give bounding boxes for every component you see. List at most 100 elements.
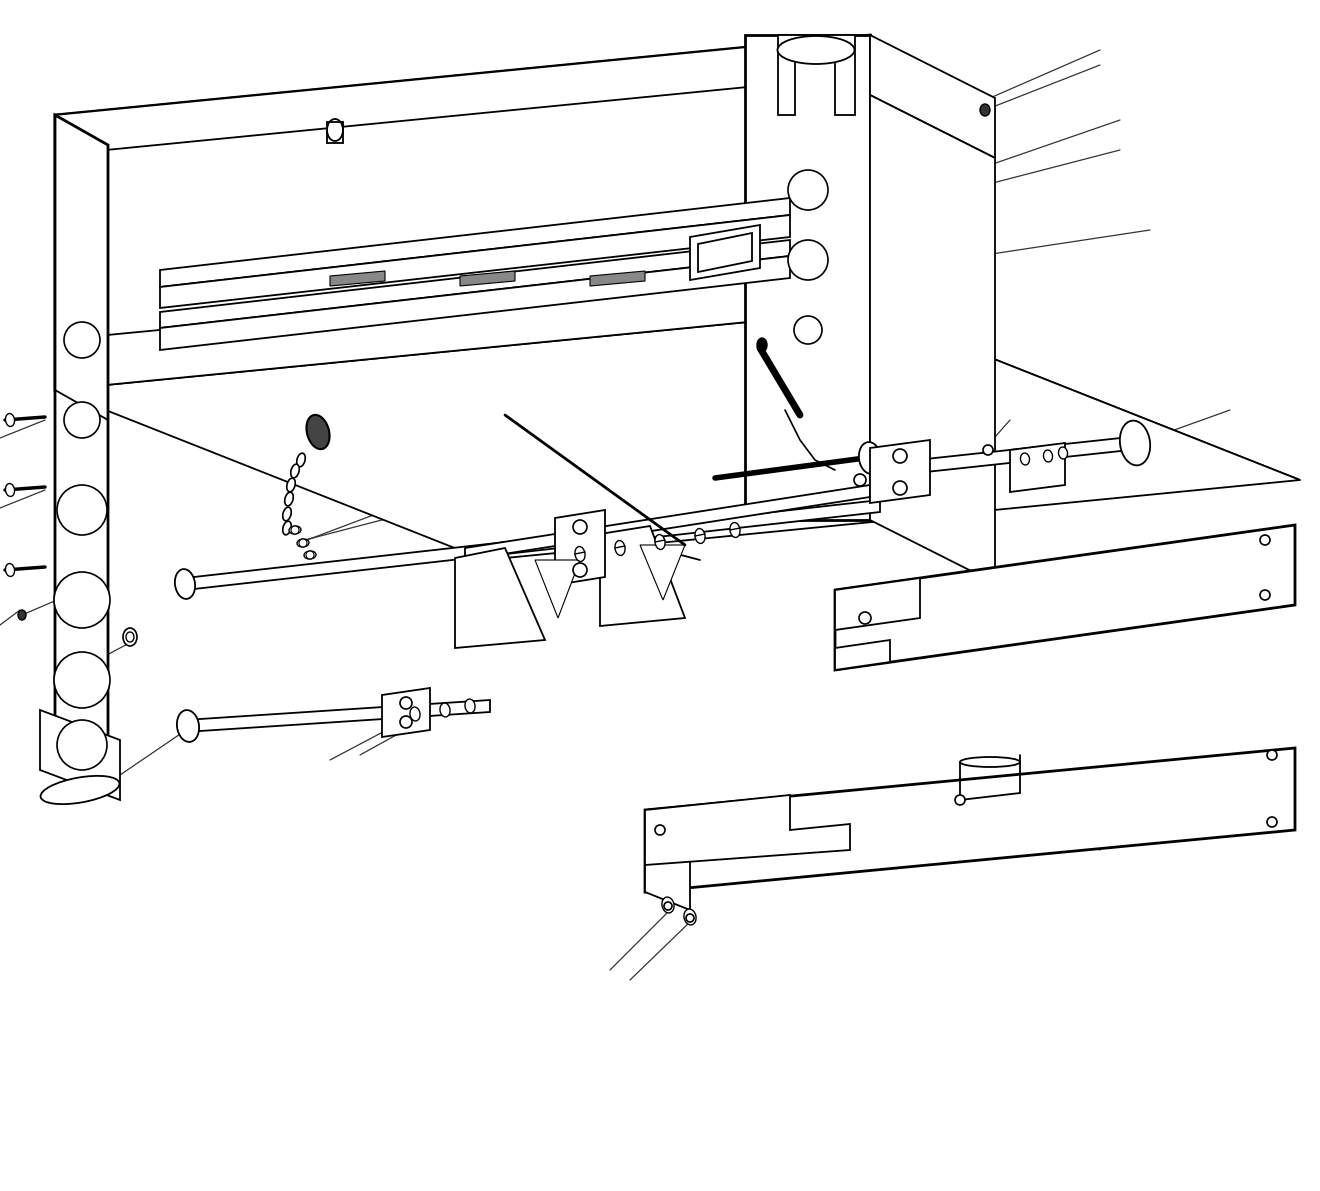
Polygon shape xyxy=(645,748,1295,892)
Ellipse shape xyxy=(306,414,330,449)
Polygon shape xyxy=(870,35,995,158)
Ellipse shape xyxy=(5,563,15,576)
Polygon shape xyxy=(55,35,870,389)
Circle shape xyxy=(788,241,828,280)
Circle shape xyxy=(1261,535,1270,545)
Polygon shape xyxy=(160,256,789,350)
Ellipse shape xyxy=(1020,453,1030,464)
Polygon shape xyxy=(160,241,789,328)
Polygon shape xyxy=(601,526,685,626)
Polygon shape xyxy=(381,688,430,737)
Polygon shape xyxy=(777,35,855,116)
Ellipse shape xyxy=(576,547,585,561)
Polygon shape xyxy=(455,548,545,648)
Circle shape xyxy=(57,721,107,771)
Circle shape xyxy=(894,449,907,463)
Ellipse shape xyxy=(960,757,1020,767)
Polygon shape xyxy=(554,510,605,585)
Polygon shape xyxy=(645,810,690,910)
Ellipse shape xyxy=(282,522,292,535)
Circle shape xyxy=(573,563,587,576)
Polygon shape xyxy=(55,310,1300,560)
Ellipse shape xyxy=(1119,420,1150,466)
Polygon shape xyxy=(160,198,789,287)
Ellipse shape xyxy=(177,710,199,742)
Ellipse shape xyxy=(5,413,15,426)
Polygon shape xyxy=(645,796,850,865)
Polygon shape xyxy=(55,262,870,389)
Circle shape xyxy=(63,403,100,438)
Circle shape xyxy=(859,612,871,624)
Ellipse shape xyxy=(290,464,300,478)
Circle shape xyxy=(788,170,828,210)
Polygon shape xyxy=(465,485,870,560)
Ellipse shape xyxy=(411,707,420,721)
Circle shape xyxy=(795,316,822,344)
Polygon shape xyxy=(870,439,931,503)
Circle shape xyxy=(63,322,100,358)
Ellipse shape xyxy=(730,523,741,537)
Circle shape xyxy=(300,540,308,547)
Ellipse shape xyxy=(859,442,882,474)
Circle shape xyxy=(686,913,694,922)
Circle shape xyxy=(57,485,107,535)
Polygon shape xyxy=(535,560,579,618)
Polygon shape xyxy=(698,233,752,272)
Circle shape xyxy=(400,697,412,709)
Circle shape xyxy=(1267,817,1276,827)
Ellipse shape xyxy=(615,541,626,555)
Polygon shape xyxy=(870,437,1130,478)
Ellipse shape xyxy=(125,632,135,642)
Ellipse shape xyxy=(304,551,315,559)
Polygon shape xyxy=(55,116,108,780)
Polygon shape xyxy=(55,35,870,155)
Ellipse shape xyxy=(440,703,450,717)
Ellipse shape xyxy=(282,507,292,520)
Polygon shape xyxy=(836,578,920,671)
Circle shape xyxy=(54,572,110,628)
Ellipse shape xyxy=(174,569,195,599)
Ellipse shape xyxy=(285,492,293,506)
Ellipse shape xyxy=(41,775,119,804)
Circle shape xyxy=(1267,750,1276,760)
Polygon shape xyxy=(40,710,120,800)
Circle shape xyxy=(655,825,665,835)
Polygon shape xyxy=(185,700,490,732)
Polygon shape xyxy=(1010,443,1065,492)
Polygon shape xyxy=(330,272,385,286)
Circle shape xyxy=(306,551,314,559)
Polygon shape xyxy=(160,216,789,308)
Ellipse shape xyxy=(297,453,305,467)
Polygon shape xyxy=(690,225,760,280)
Polygon shape xyxy=(590,272,645,286)
Circle shape xyxy=(894,481,907,495)
Ellipse shape xyxy=(1059,447,1068,459)
Ellipse shape xyxy=(327,119,343,141)
Circle shape xyxy=(954,796,965,805)
Circle shape xyxy=(983,445,993,455)
Ellipse shape xyxy=(694,529,705,543)
Circle shape xyxy=(664,902,672,910)
Polygon shape xyxy=(836,525,1295,671)
Ellipse shape xyxy=(661,897,675,913)
Ellipse shape xyxy=(5,484,15,497)
Ellipse shape xyxy=(286,478,296,492)
Ellipse shape xyxy=(18,610,26,621)
Ellipse shape xyxy=(684,909,696,925)
Ellipse shape xyxy=(1044,450,1052,462)
Ellipse shape xyxy=(465,699,475,713)
Circle shape xyxy=(400,716,412,728)
Ellipse shape xyxy=(756,338,767,353)
Ellipse shape xyxy=(777,36,854,64)
Circle shape xyxy=(573,520,587,534)
Ellipse shape xyxy=(979,104,990,116)
Circle shape xyxy=(854,474,866,486)
Ellipse shape xyxy=(289,526,301,534)
Polygon shape xyxy=(870,95,995,584)
Circle shape xyxy=(54,651,110,707)
Circle shape xyxy=(290,526,300,534)
Circle shape xyxy=(1261,590,1270,600)
Polygon shape xyxy=(640,545,685,600)
Polygon shape xyxy=(459,272,515,286)
Ellipse shape xyxy=(123,628,137,646)
